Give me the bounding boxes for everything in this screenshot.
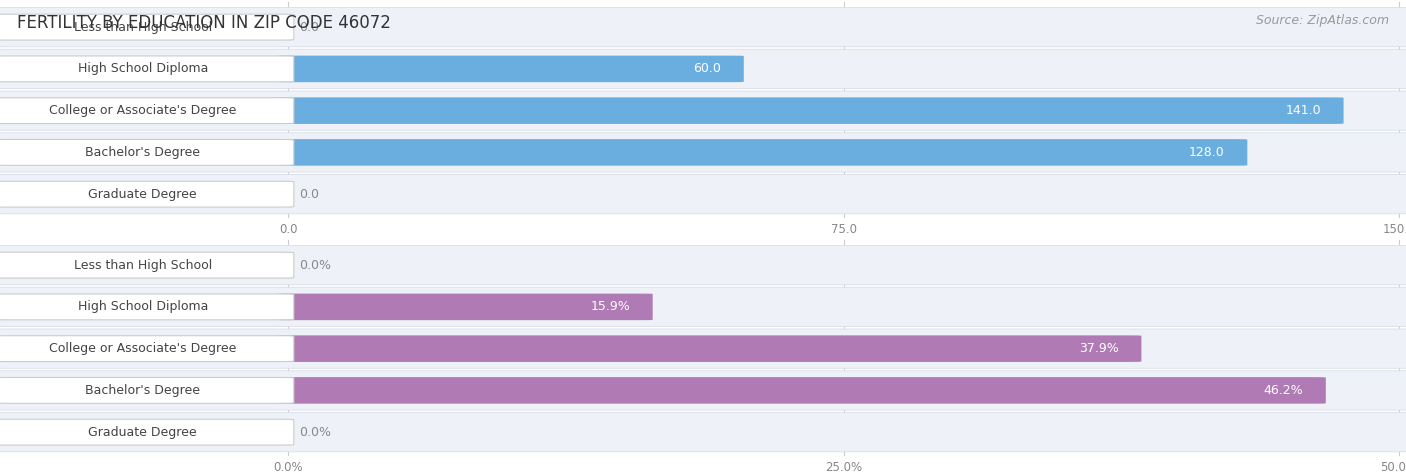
Text: High School Diploma: High School Diploma [77,300,208,313]
Text: 0.0: 0.0 [299,188,319,201]
Text: 0.0%: 0.0% [273,461,304,475]
FancyBboxPatch shape [0,419,294,445]
Text: 0.0%: 0.0% [299,258,332,272]
FancyBboxPatch shape [0,133,1406,172]
FancyBboxPatch shape [277,377,1326,404]
Text: 0.0: 0.0 [299,20,319,34]
FancyBboxPatch shape [0,139,294,165]
FancyBboxPatch shape [0,50,1406,89]
FancyBboxPatch shape [287,14,291,40]
Text: 150.0: 150.0 [1382,223,1406,237]
FancyBboxPatch shape [277,294,652,320]
Text: Graduate Degree: Graduate Degree [89,426,197,439]
FancyBboxPatch shape [0,14,294,40]
FancyBboxPatch shape [0,329,1406,368]
Text: 60.0: 60.0 [693,62,721,75]
Text: 37.9%: 37.9% [1080,342,1119,355]
Text: FERTILITY BY EDUCATION IN ZIP CODE 46072: FERTILITY BY EDUCATION IN ZIP CODE 46072 [17,14,391,32]
FancyBboxPatch shape [0,246,1406,285]
Text: Source: ZipAtlas.com: Source: ZipAtlas.com [1256,14,1389,27]
Text: 75.0: 75.0 [831,223,856,237]
Text: College or Associate's Degree: College or Associate's Degree [49,342,236,355]
Text: High School Diploma: High School Diploma [77,62,208,75]
Text: 0.0%: 0.0% [299,426,332,439]
Text: Graduate Degree: Graduate Degree [89,188,197,201]
FancyBboxPatch shape [0,252,294,278]
FancyBboxPatch shape [277,139,1247,166]
Text: 15.9%: 15.9% [591,300,630,313]
FancyBboxPatch shape [0,413,1406,452]
FancyBboxPatch shape [0,175,1406,214]
Text: 50.0%: 50.0% [1381,461,1406,475]
FancyBboxPatch shape [287,419,291,445]
Text: 25.0%: 25.0% [825,461,862,475]
FancyBboxPatch shape [0,8,1406,47]
FancyBboxPatch shape [277,98,1344,124]
Text: 128.0: 128.0 [1189,146,1225,159]
Text: College or Associate's Degree: College or Associate's Degree [49,104,236,117]
FancyBboxPatch shape [0,181,294,207]
FancyBboxPatch shape [0,91,1406,130]
Text: Bachelor's Degree: Bachelor's Degree [86,384,200,397]
FancyBboxPatch shape [0,98,294,124]
FancyBboxPatch shape [287,252,291,278]
FancyBboxPatch shape [0,377,294,403]
FancyBboxPatch shape [0,371,1406,410]
Text: 0.0: 0.0 [278,223,298,237]
FancyBboxPatch shape [277,56,744,82]
FancyBboxPatch shape [0,56,294,82]
Text: Less than High School: Less than High School [73,258,212,272]
FancyBboxPatch shape [277,336,1142,362]
FancyBboxPatch shape [0,336,294,362]
FancyBboxPatch shape [0,288,1406,327]
FancyBboxPatch shape [0,294,294,320]
Text: 141.0: 141.0 [1285,104,1322,117]
Text: Less than High School: Less than High School [73,20,212,34]
Text: 46.2%: 46.2% [1264,384,1303,397]
FancyBboxPatch shape [287,181,291,207]
Text: Bachelor's Degree: Bachelor's Degree [86,146,200,159]
